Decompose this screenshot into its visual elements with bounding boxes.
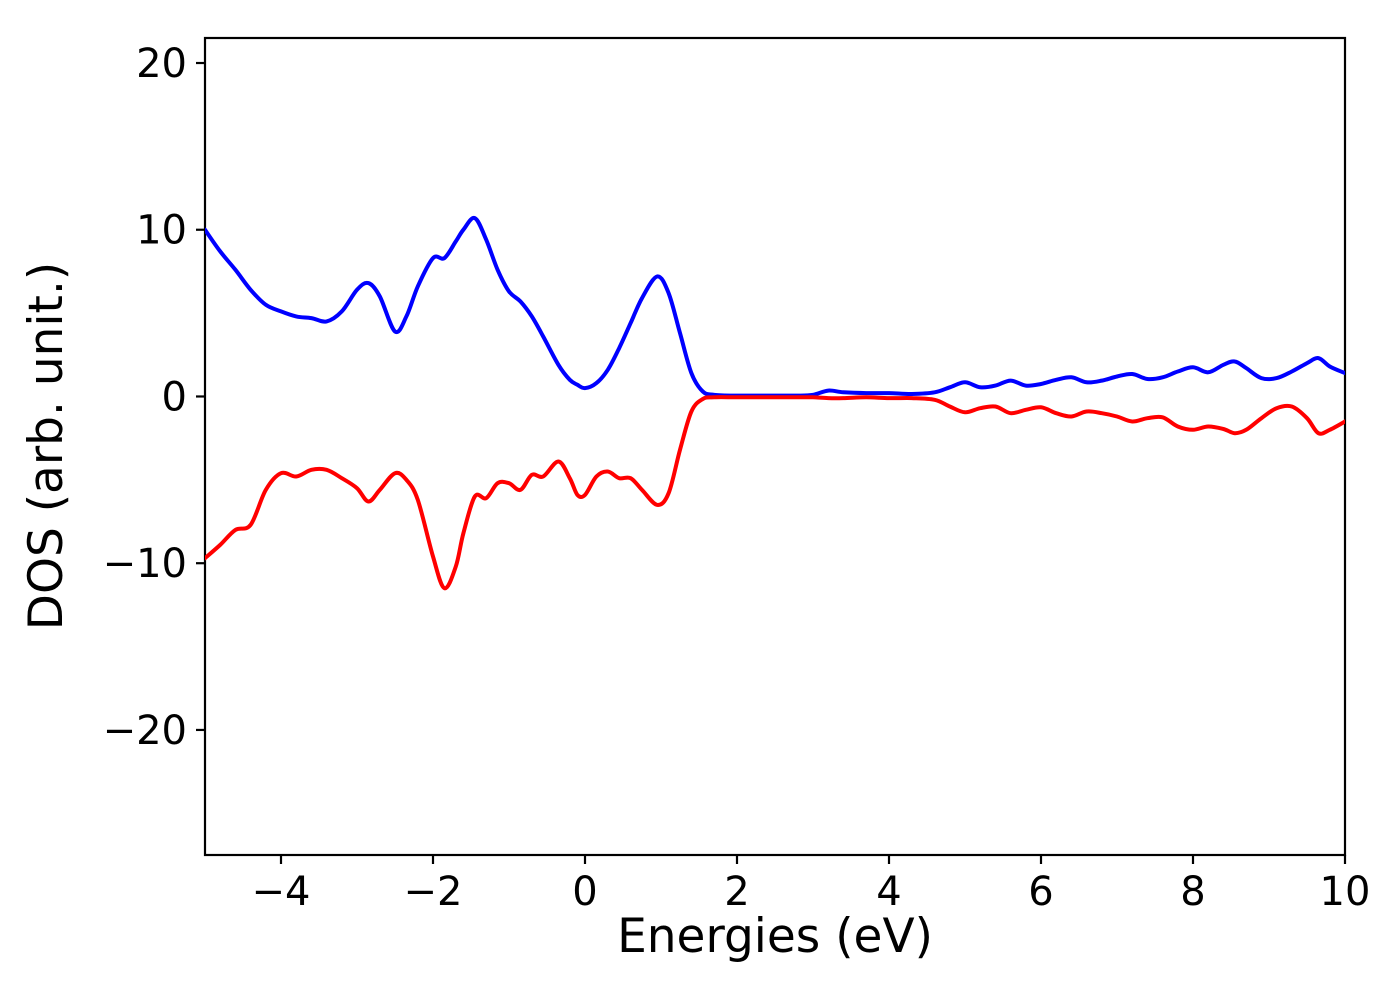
spin-up-line (205, 215, 1345, 398)
spin-down-line (205, 395, 1345, 591)
y-axis-label: DOS (arb. unit.) (19, 262, 74, 630)
x-tick-label: −4 (252, 869, 311, 915)
x-tick-label: 10 (1320, 869, 1371, 915)
x-axis-ticks: −4 −2 0 2 4 6 8 10 (252, 855, 1371, 915)
x-tick-label: 8 (1180, 869, 1205, 915)
x-tick-label: −2 (404, 869, 463, 915)
x-tick-label: 6 (1028, 869, 1053, 915)
x-tick-label: 4 (876, 869, 901, 915)
y-tick-label: −10 (103, 541, 187, 587)
y-tick-label: −20 (103, 708, 187, 754)
y-tick-label: 0 (162, 374, 187, 420)
y-axis-ticks: −20 −10 0 10 20 (103, 41, 205, 754)
x-axis-label: Energies (eV) (617, 909, 933, 964)
x-tick-label: 0 (572, 869, 597, 915)
y-tick-label: 10 (136, 208, 187, 254)
y-tick-label: 20 (136, 41, 187, 87)
plot-frame (203, 36, 1347, 857)
x-tick-label: 2 (724, 869, 749, 915)
